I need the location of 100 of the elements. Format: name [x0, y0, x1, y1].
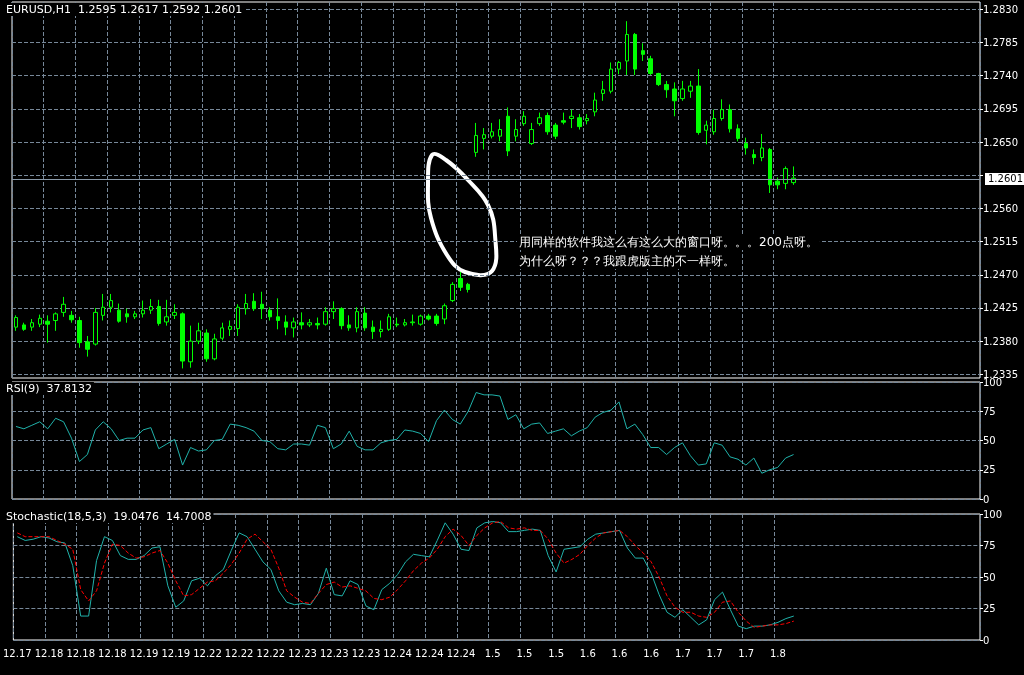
x-tick-label: 12.24	[446, 647, 476, 659]
y-tick-label: 1.2740	[983, 70, 1018, 82]
candlestick	[284, 314, 288, 336]
candlestick	[157, 299, 161, 327]
candlestick	[276, 297, 280, 330]
y-tick-label: 1.2470	[983, 269, 1018, 281]
candlestick	[228, 319, 232, 337]
candlestick	[307, 318, 312, 328]
candlestick	[434, 313, 439, 327]
x-tick-label: 1.6	[611, 647, 628, 659]
annotation: 用同样的软件我这么有这么大的窗口呀。。。200点呀。	[519, 235, 818, 249]
x-tick-label: 1.5	[484, 647, 501, 659]
candlestick	[696, 68, 701, 136]
candlestick	[315, 317, 320, 330]
candlestick	[553, 122, 558, 140]
y-tick-label: 1.2425	[983, 302, 1018, 314]
y-tick-label: 1.2650	[983, 136, 1018, 148]
candlestick	[125, 308, 129, 324]
candlestick	[514, 118, 518, 142]
candlestick	[244, 293, 248, 316]
candlestick	[403, 318, 407, 327]
candlestick	[220, 322, 224, 341]
candlestick	[593, 92, 597, 117]
candlestick	[609, 61, 613, 94]
candlestick	[529, 122, 534, 146]
candlestick	[744, 137, 748, 156]
candlestick	[204, 328, 209, 363]
candlestick	[101, 293, 105, 321]
chart-title: RSI(9) 37.8132	[6, 382, 92, 395]
annotation: 为什么呀？？？我跟虎版主的不一样呀。	[519, 254, 735, 268]
x-tick-label: 1.8	[770, 647, 786, 659]
candlestick	[752, 148, 756, 165]
candlestick	[775, 176, 780, 190]
candlestick	[458, 271, 463, 292]
candlestick	[482, 127, 486, 150]
y-tick-label: 1.2695	[983, 103, 1018, 115]
candlestick	[768, 147, 772, 194]
candlestick	[728, 103, 732, 133]
chart-title: Stochastic(18,5,3) 19.0476 14.7008	[6, 510, 212, 523]
y-tick-label: 100	[983, 508, 1003, 520]
candlestick	[212, 333, 217, 361]
candlestick	[712, 109, 716, 136]
x-tick-label: 12.24	[383, 647, 412, 659]
candlestick	[395, 317, 399, 328]
candlestick	[688, 80, 693, 99]
candlestick	[172, 303, 177, 320]
x-tick-label: 12.18	[98, 647, 127, 659]
candlestick	[490, 122, 494, 139]
candlestick	[291, 317, 296, 338]
candlestick	[188, 325, 193, 369]
candlestick	[30, 318, 34, 332]
candlestick	[783, 165, 788, 190]
y-tick-label: 1.2560	[983, 202, 1018, 214]
candlestick	[506, 106, 510, 157]
candlestick	[117, 303, 121, 324]
candlestick	[656, 72, 661, 87]
candlestick	[149, 298, 153, 315]
candlestick	[545, 112, 550, 136]
candlestick	[93, 307, 98, 347]
y-tick-label: 0	[983, 634, 990, 646]
candlestick	[77, 316, 82, 349]
candlestick	[331, 300, 336, 320]
candlestick	[736, 123, 740, 142]
y-tick-label: 0	[983, 493, 990, 505]
candlestick	[38, 314, 42, 328]
candlestick	[418, 314, 423, 327]
x-tick-label: 12.18	[34, 647, 64, 659]
candlestick	[180, 311, 185, 369]
candlestick	[85, 335, 90, 358]
candlestick	[720, 98, 724, 122]
candlestick	[69, 310, 74, 324]
x-tick-label: 1.6	[643, 647, 660, 659]
y-tick-label: 25	[983, 464, 996, 476]
candlestick	[410, 314, 415, 327]
y-tick-label: 25	[983, 603, 996, 614]
candlestick	[363, 306, 367, 332]
candlestick	[442, 303, 447, 325]
x-tick-label: 1.5	[516, 647, 533, 659]
candlestick	[522, 110, 526, 127]
line-series	[15, 392, 795, 474]
ref-line-label: 1.2601	[988, 173, 1023, 185]
candlestick	[61, 296, 66, 318]
x-tick-label: 12.24	[415, 647, 444, 659]
candlestick	[22, 322, 26, 332]
candlestick	[680, 80, 685, 102]
candlestick	[466, 282, 470, 293]
candlestick	[474, 122, 478, 158]
candlestick	[625, 20, 629, 76]
x-tick-label: 12.19	[129, 647, 159, 659]
candlestick	[561, 112, 566, 125]
candlestick	[617, 60, 621, 75]
x-tick-label: 12.22	[193, 647, 222, 659]
y-tick-label: 1.2515	[983, 236, 1018, 248]
x-tick-label: 12.23	[288, 647, 317, 659]
candlestick	[704, 120, 708, 145]
candlestick	[268, 306, 272, 321]
candlestick	[323, 306, 328, 327]
candlestick	[45, 314, 50, 344]
candlestick	[339, 306, 344, 330]
candlestick	[672, 81, 677, 117]
